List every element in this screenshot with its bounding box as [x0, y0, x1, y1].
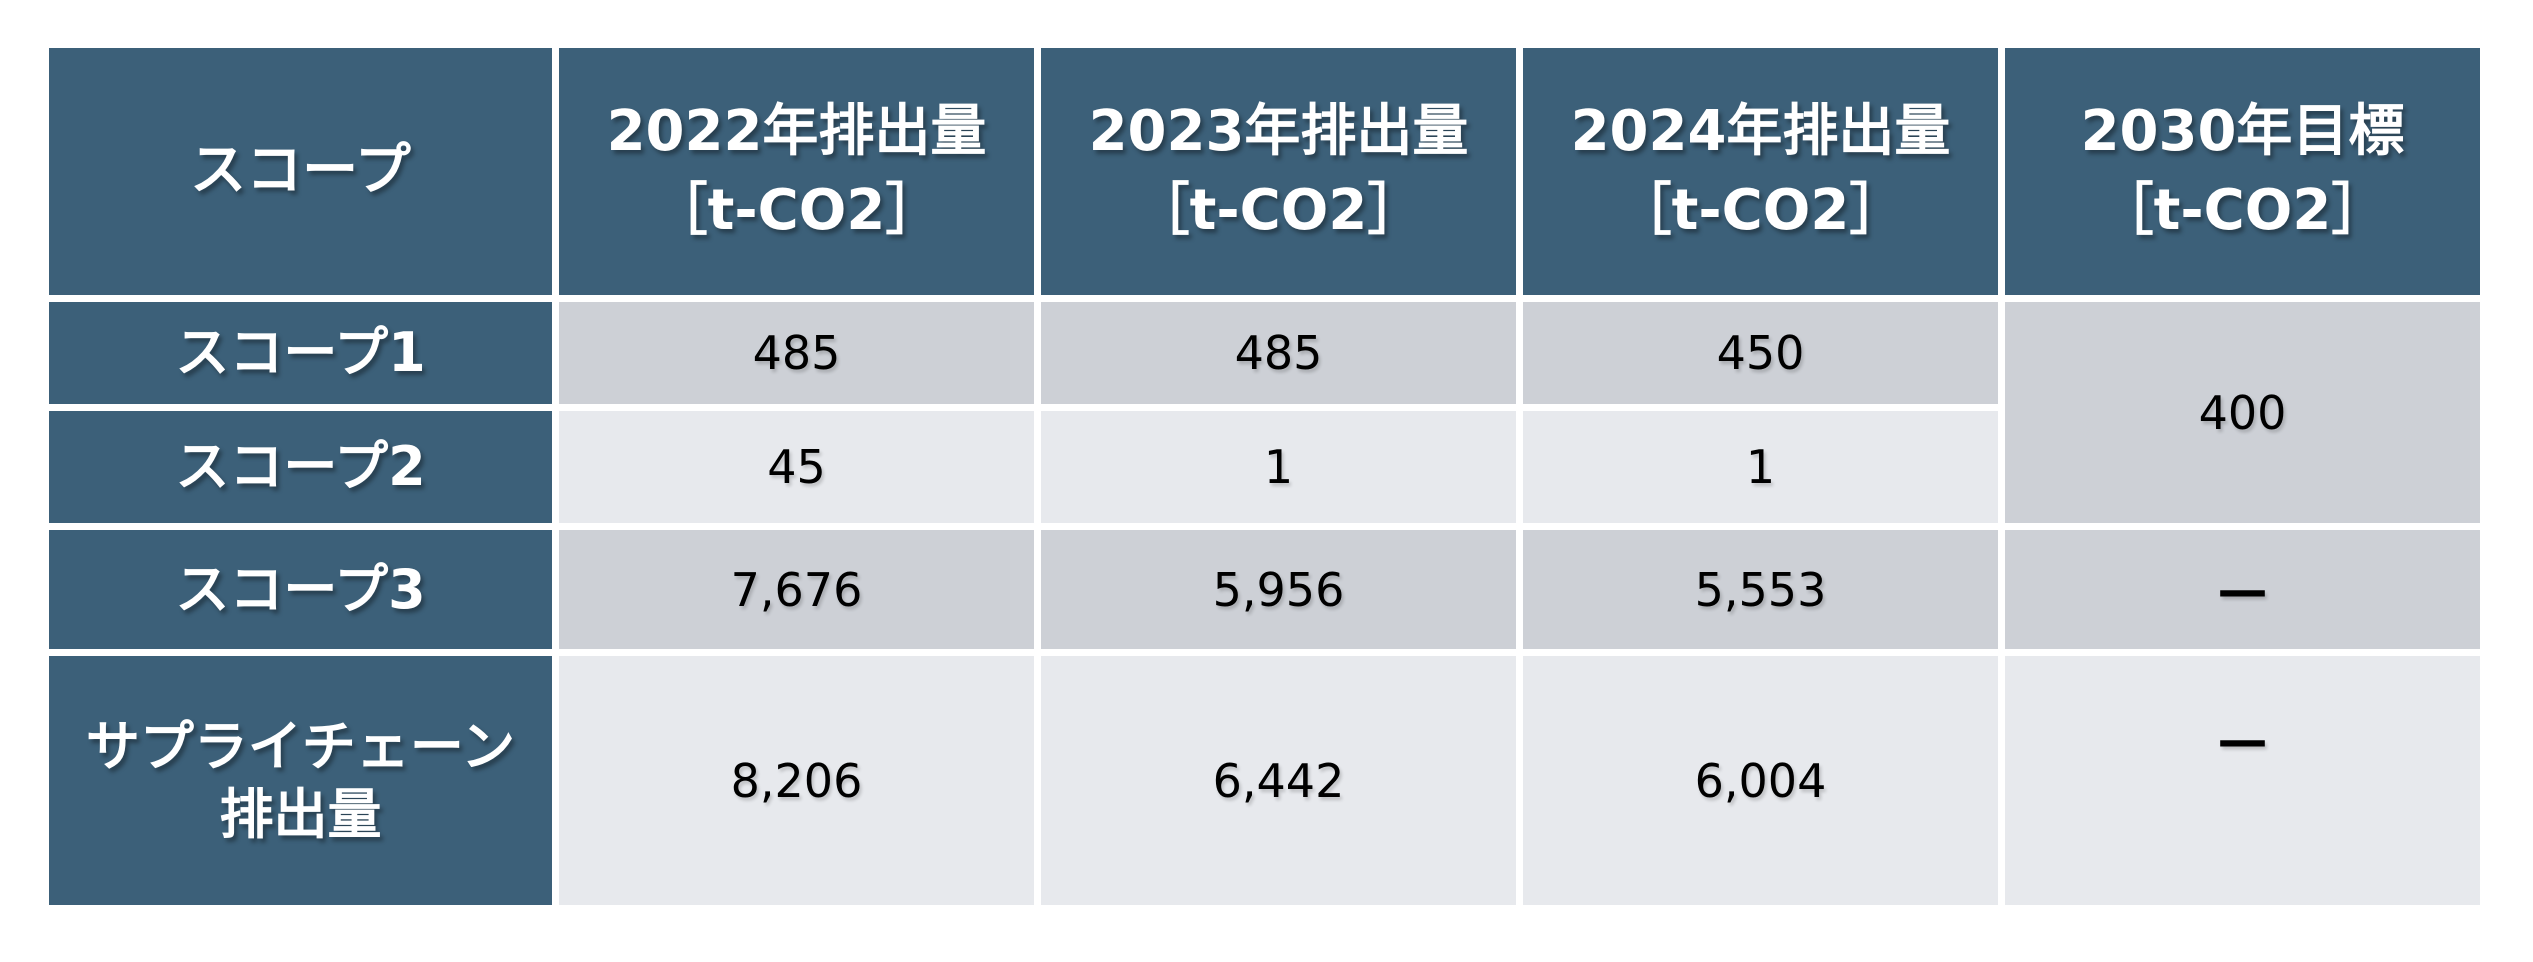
cell-scope3-target-2030: —	[2005, 530, 2480, 649]
cell-scope3-2024: 5,553	[1523, 530, 1998, 649]
header-2023-title: 2023年排出量	[1088, 99, 1469, 165]
header-scope: スコープ	[49, 48, 552, 295]
cell-supply-chain-2024: 6,004	[1523, 656, 1998, 905]
cell-scope3-2022: 7,676	[559, 530, 1034, 649]
header-2030-unit: ［t-CO2］	[2097, 177, 2388, 243]
cell-supply-chain-2023: 6,442	[1041, 656, 1516, 905]
cell-scope2-2024: 1	[1523, 411, 1998, 523]
header-2024: 2024年排出量 ［t-CO2］	[1523, 48, 1998, 295]
header-2030-title: 2030年目標	[2080, 99, 2405, 165]
cell-supply-chain-target-2030: —	[2005, 656, 2480, 905]
row-label-supply-chain: サプライチェーン 排出量	[49, 656, 552, 905]
cell-scope1-2-target-2030: 400	[2005, 302, 2480, 523]
header-2023-unit: ［t-CO2］	[1133, 177, 1424, 243]
cell-scope2-2023: 1	[1041, 411, 1516, 523]
header-2022-title: 2022年排出量	[606, 99, 987, 165]
cell-supply-chain-2022: 8,206	[559, 656, 1034, 905]
cell-scope1-2024: 450	[1523, 302, 1998, 404]
header-2023: 2023年排出量 ［t-CO2］	[1041, 48, 1516, 295]
header-2022-unit: ［t-CO2］	[651, 177, 942, 243]
header-2030-target: 2030年目標 ［t-CO2］	[2005, 48, 2480, 295]
cell-scope2-2022: 45	[559, 411, 1034, 523]
cell-scope1-2022: 485	[559, 302, 1034, 404]
cell-scope1-2023: 485	[1041, 302, 1516, 404]
row-label-scope2: スコープ2	[49, 411, 552, 523]
emissions-table: スコープ 2022年排出量 ［t-CO2］ 2023年排出量 ［t-CO2］ 2…	[49, 48, 2480, 905]
row-label-scope1: スコープ1	[49, 302, 552, 404]
row-label-scope3: スコープ3	[49, 530, 552, 649]
cell-scope3-2023: 5,956	[1041, 530, 1516, 649]
header-scope-label: スコープ	[190, 138, 411, 204]
header-2024-title: 2024年排出量	[1570, 99, 1951, 165]
header-2022: 2022年排出量 ［t-CO2］	[559, 48, 1034, 295]
header-2024-unit: ［t-CO2］	[1615, 177, 1906, 243]
